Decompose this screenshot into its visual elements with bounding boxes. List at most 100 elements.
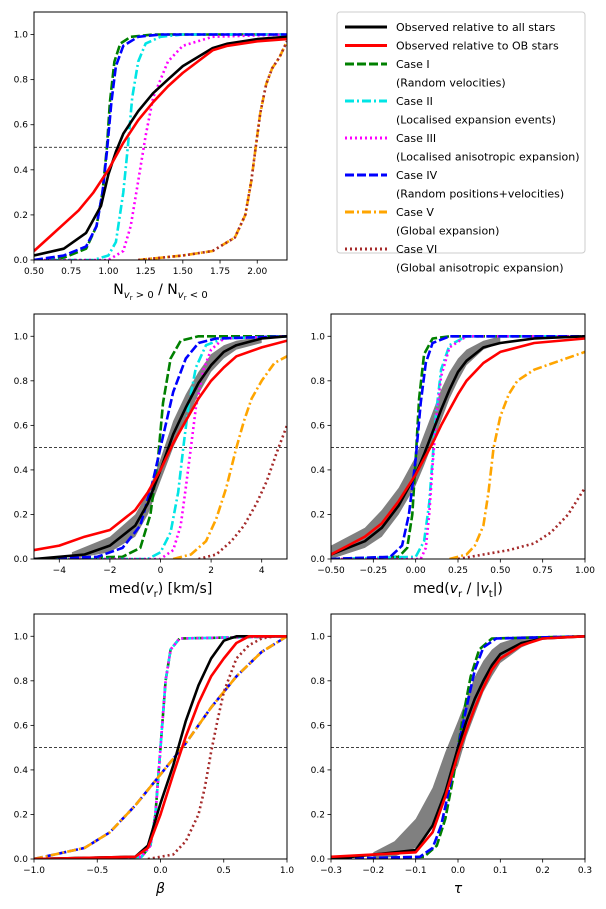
y-tick-label: 0.8 bbox=[311, 677, 326, 687]
legend-entry: Case I (Random velocities) bbox=[345, 58, 506, 90]
series-case-iv bbox=[34, 33, 287, 260]
legend-label: Case III bbox=[396, 132, 436, 145]
axes-frame bbox=[33, 11, 288, 261]
y-tick-label: 0.4 bbox=[14, 166, 29, 176]
series-case-v bbox=[138, 40, 287, 260]
plot-area bbox=[34, 334, 287, 559]
legend-label: Case VI bbox=[396, 243, 437, 256]
y-tick-label: 1.0 bbox=[14, 632, 29, 642]
series-case-v bbox=[34, 635, 287, 859]
y-tick-label: 0.2 bbox=[311, 810, 325, 820]
legend-sublabel: (Localised anisotropic expansion) bbox=[396, 151, 580, 164]
legend-sublabel: (Localised expansion events) bbox=[396, 114, 556, 127]
x-tick-label: −0.25 bbox=[360, 566, 388, 576]
y-tick-label: 1.0 bbox=[14, 332, 29, 342]
panel-top-left: 0.50 0.75 1.00 1.25 1.50 1.75 2.00 0.0 0.2 0.4 0.6… bbox=[14, 11, 288, 302]
x-tick-label: 0.2 bbox=[536, 866, 550, 876]
x-tick-label: 1.75 bbox=[210, 267, 230, 277]
series-case-v bbox=[172, 355, 287, 559]
y-tick-label: 0.8 bbox=[14, 677, 29, 687]
legend-frame bbox=[336, 11, 586, 254]
legend-entry: Case III (Localised anisotropic expansion… bbox=[345, 132, 580, 164]
x-tick-label: 0.75 bbox=[61, 267, 81, 277]
axes-frame bbox=[330, 313, 586, 560]
series-observed-relative-to-all-stars bbox=[331, 335, 585, 556]
legend-label: Case I bbox=[396, 58, 430, 71]
y-tick-label: 0.8 bbox=[311, 377, 326, 387]
x-tick-label: 0.50 bbox=[24, 267, 44, 277]
x-tick-label: 0.50 bbox=[490, 566, 510, 576]
series-observed-relative-to-ob-stars bbox=[331, 635, 585, 859]
x-tick-label: 0.5 bbox=[217, 866, 231, 876]
legend-label: Case IV bbox=[396, 169, 438, 182]
series-case-iv bbox=[34, 335, 287, 559]
x-tick-label: −2 bbox=[103, 566, 116, 576]
y-tick-label: 0.6 bbox=[311, 421, 326, 431]
legend-label: Case V bbox=[396, 206, 434, 219]
series-case-i bbox=[34, 33, 287, 260]
x-tick-label: 4 bbox=[259, 566, 265, 576]
series-case-i bbox=[34, 334, 287, 559]
legend-entry: Case IV (Random positions+velocities) bbox=[345, 169, 564, 201]
x-tick-label: 1.50 bbox=[173, 267, 193, 277]
series-case-ii bbox=[34, 635, 287, 859]
series-case-iii bbox=[34, 33, 287, 260]
legend-sublabel: (Global anisotropic expansion) bbox=[396, 262, 564, 275]
x-tick-label: 1.00 bbox=[575, 566, 595, 576]
x-tick-label: −0.1 bbox=[405, 866, 427, 876]
series-case-vi bbox=[138, 40, 287, 260]
series-case-iii bbox=[331, 334, 585, 559]
y-tick-label: 0.6 bbox=[14, 121, 29, 131]
x-tick-label: 1.0 bbox=[280, 866, 295, 876]
y-tick-label: 0.0 bbox=[14, 555, 29, 565]
y-tick-label: 0.4 bbox=[14, 766, 29, 776]
x-axis-label: Nvr > 0 / Nvr < 0 bbox=[113, 282, 207, 302]
x-tick-label: 1.00 bbox=[98, 267, 118, 277]
series-case-iii bbox=[34, 635, 287, 859]
series-case-iv bbox=[331, 334, 585, 559]
y-tick-label: 0.6 bbox=[311, 721, 326, 731]
panel-bottom-left: −1.0 −0.5 0.0 0.5 1.0 0.0 0.2 0.4 0.6 0.8 1.0 β bbox=[14, 613, 295, 897]
x-tick-label: 0.00 bbox=[406, 566, 426, 576]
x-axis-label: med(vr / |vt|) bbox=[413, 581, 503, 600]
x-axis-label: med(vr) [km/s] bbox=[109, 581, 213, 600]
legend-label: Observed relative to OB stars bbox=[396, 40, 559, 53]
series-observed-relative-to-ob-stars bbox=[34, 634, 287, 859]
panel-middle-right: −0.50 −0.25 0.00 0.25 0.50 0.75 1.00 0.0 0.2 0.4 0… bbox=[311, 313, 595, 600]
x-tick-label: 0.25 bbox=[448, 566, 468, 576]
y-tick-label: 0.0 bbox=[311, 555, 326, 565]
y-tick-label: 0.6 bbox=[14, 421, 29, 431]
y-tick-label: 0.0 bbox=[14, 855, 29, 865]
uncertainty-band bbox=[331, 336, 501, 559]
y-tick-label: 0.2 bbox=[14, 810, 28, 820]
legend-sublabel: (Global expansion) bbox=[396, 225, 499, 238]
series-observed-relative-to-all-stars bbox=[331, 635, 585, 859]
y-tick-label: 0.6 bbox=[14, 721, 29, 731]
x-tick-label: 2.00 bbox=[247, 267, 267, 277]
plot-area bbox=[34, 634, 287, 859]
x-tick-label: 0.3 bbox=[578, 866, 592, 876]
legend-entry: Case VI (Global anisotropic expansion) bbox=[345, 243, 564, 275]
y-tick-label: 0.4 bbox=[311, 466, 326, 476]
plot-area bbox=[331, 635, 585, 859]
y-tick-label: 1.0 bbox=[311, 632, 326, 642]
legend-label: Case II bbox=[396, 95, 433, 108]
series-observed-relative-to-all-stars bbox=[34, 634, 287, 859]
y-tick-label: 1.0 bbox=[14, 31, 29, 41]
y-tick-label: 0.2 bbox=[14, 211, 28, 221]
series-observed-relative-to-ob-stars bbox=[34, 339, 287, 552]
series-observed-relative-to-ob-stars bbox=[331, 337, 585, 556]
y-tick-label: 0.4 bbox=[311, 766, 326, 776]
x-tick-label: 0.0 bbox=[153, 866, 168, 876]
x-tick-label: −0.50 bbox=[317, 566, 345, 576]
y-tick-label: 1.0 bbox=[311, 332, 326, 342]
legend: Observed relative to all stars Observed r… bbox=[336, 11, 586, 275]
legend-entry: Case V (Global expansion) bbox=[345, 206, 499, 238]
x-tick-label: 0.75 bbox=[533, 566, 553, 576]
x-tick-label: 2 bbox=[208, 566, 214, 576]
x-axis-label: β bbox=[155, 881, 165, 897]
series-case-vi bbox=[198, 424, 287, 559]
legend-entry: Observed relative to all stars bbox=[345, 21, 556, 34]
y-tick-label: 0.4 bbox=[14, 466, 29, 476]
